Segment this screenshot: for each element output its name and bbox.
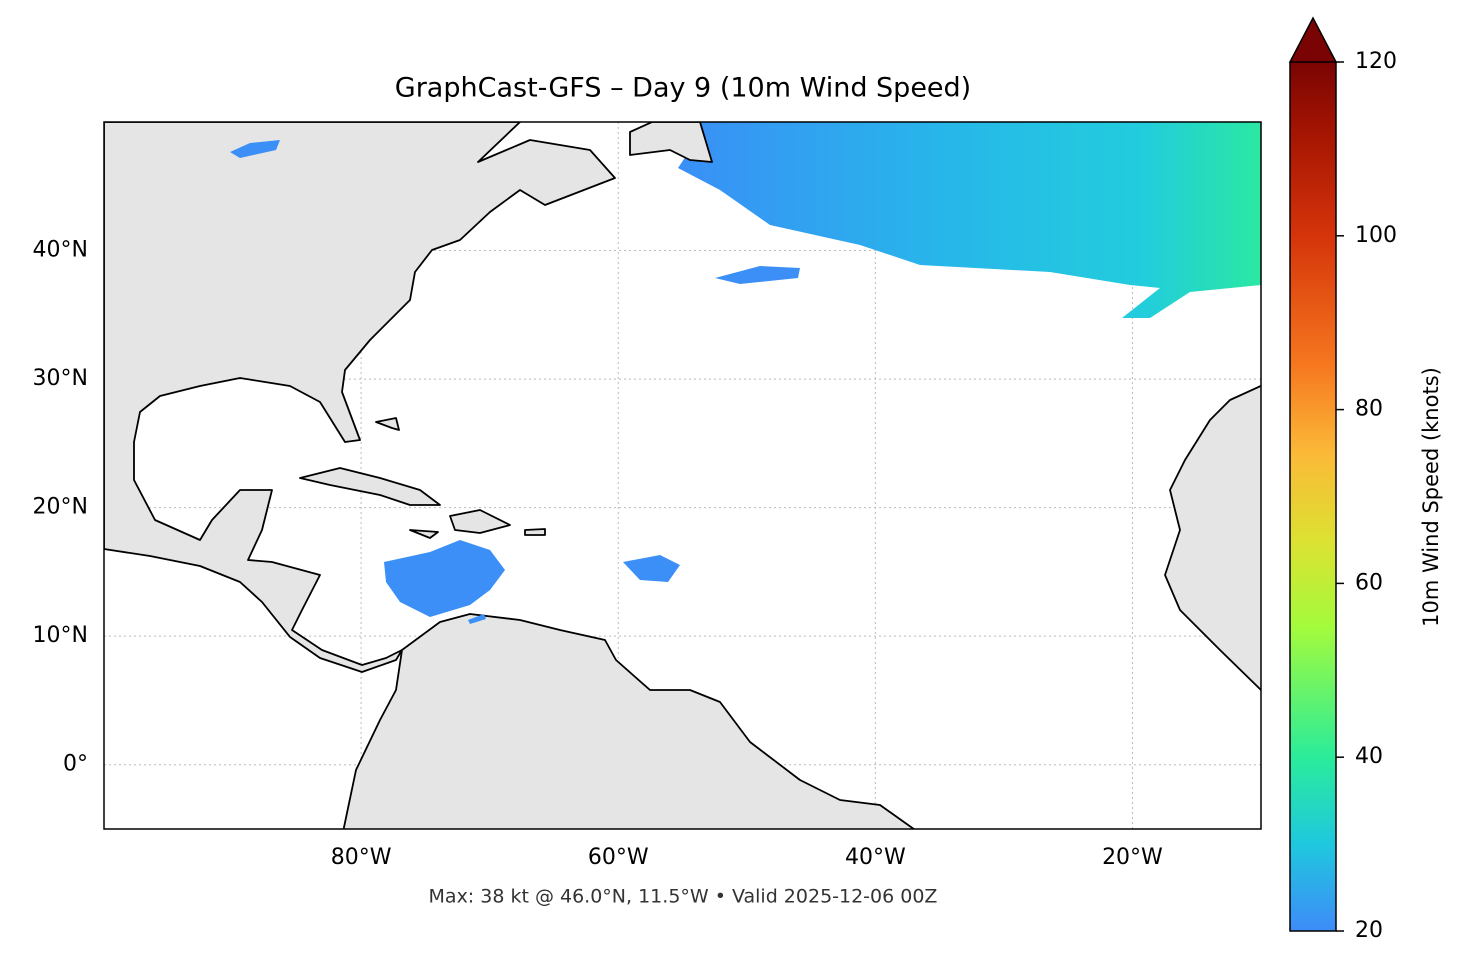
lat-tick-label: 0° xyxy=(63,752,88,777)
wind-area xyxy=(623,555,680,582)
colorbar-frame xyxy=(1289,62,1337,932)
jamaica xyxy=(409,529,439,539)
north-america xyxy=(104,122,616,673)
colorbar-tick-label: 20 xyxy=(1355,918,1383,943)
colorbar: 10m Wind Speed (knots) 20 40 60 80 100 120 xyxy=(1288,16,1443,943)
africa xyxy=(1164,384,1261,692)
lat-tick-label: 30°N xyxy=(33,366,88,391)
wind-area xyxy=(384,540,505,617)
colorbar-extend xyxy=(1288,16,1338,63)
colorbar-tick-label: 60 xyxy=(1355,570,1383,595)
lat-tick-label: 40°N xyxy=(33,238,88,263)
hispaniola xyxy=(449,509,511,534)
colorbar-tick-label: 80 xyxy=(1355,397,1383,422)
lon-tick-label: 80°W xyxy=(331,845,392,870)
colorbar-tick-label: 120 xyxy=(1355,49,1397,74)
colorbar-fill xyxy=(1290,62,1336,931)
wind-area xyxy=(230,140,280,158)
puerto-rico xyxy=(524,528,546,536)
colorbar-label: 10m Wind Speed (knots) xyxy=(1419,367,1443,627)
lon-tick-label: 60°W xyxy=(588,845,649,870)
wind-area xyxy=(715,266,800,284)
colorbar-tick-label: 40 xyxy=(1355,744,1383,769)
wind-area xyxy=(678,122,1261,318)
bahamas xyxy=(375,417,400,431)
newfoundland xyxy=(629,122,713,163)
lat-tick-label: 20°N xyxy=(33,495,88,520)
colorbar-tick-label: 100 xyxy=(1355,223,1397,248)
plot-area xyxy=(104,122,1261,829)
map-title: GraphCast-GFS – Day 9 (10m Wind Speed) xyxy=(395,73,971,104)
plot-frame xyxy=(103,121,1262,830)
south-america xyxy=(342,613,916,829)
lon-tick-label: 20°W xyxy=(1102,845,1163,870)
cuba xyxy=(299,467,441,506)
lat-tick-label: 10°N xyxy=(33,623,88,648)
lon-tick-label: 40°W xyxy=(845,845,906,870)
footer-note: Max: 38 kt @ 46.0°N, 11.5°W • Valid 2025… xyxy=(429,886,938,908)
wind-area xyxy=(468,614,486,624)
